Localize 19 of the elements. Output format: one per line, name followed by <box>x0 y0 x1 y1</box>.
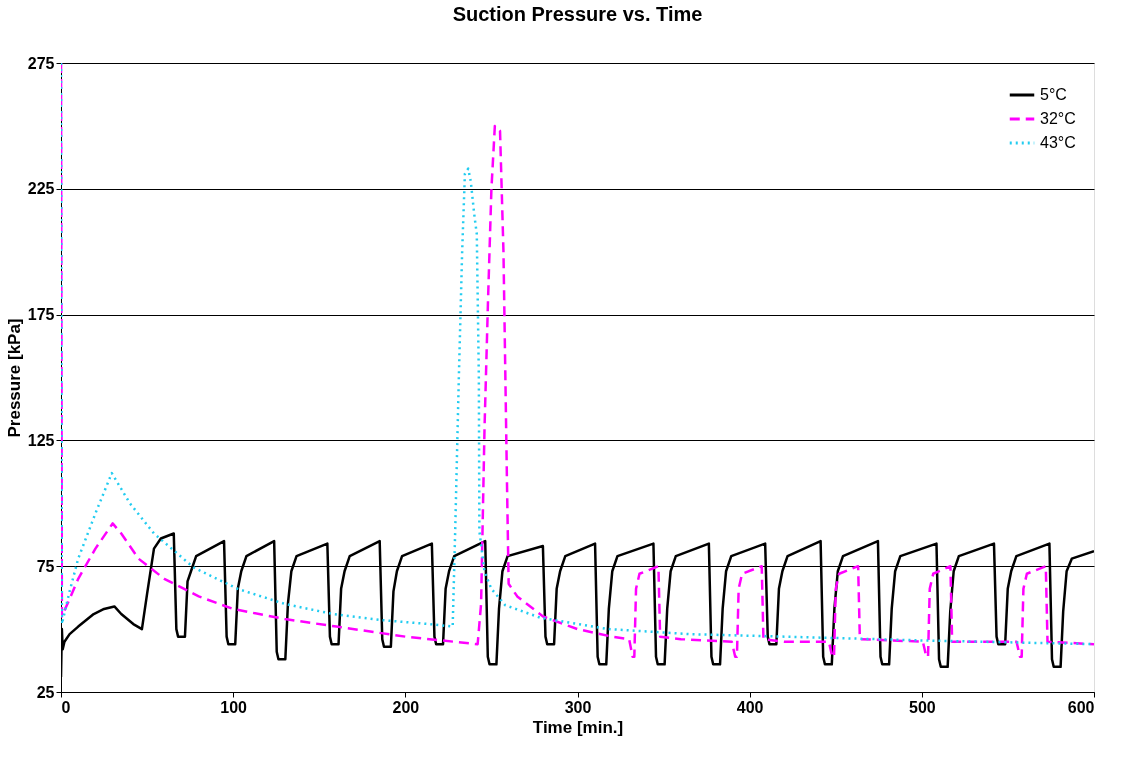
x-tick-label: 100 <box>220 698 248 716</box>
x-tick-label: 200 <box>392 698 420 716</box>
x-tick-label: 600 <box>1067 698 1095 716</box>
legend-label: 32°C <box>1040 110 1076 127</box>
y-tick-label: 225 <box>27 180 55 198</box>
y-tick-label: 175 <box>27 306 55 324</box>
x-tick-label: 400 <box>736 698 764 716</box>
y-tick-label: 25 <box>36 683 55 701</box>
y-tick-label: 75 <box>36 557 55 575</box>
x-tick-label: 500 <box>908 698 936 716</box>
x-axis-title: Time [min.] <box>532 717 624 737</box>
chart-title: Suction Pressure vs. Time <box>452 3 703 25</box>
legend-label: 5°C <box>1040 86 1067 103</box>
legend-label: 43°C <box>1040 134 1076 151</box>
x-tick-label: 0 <box>61 698 71 716</box>
y-tick-label: 275 <box>27 54 55 72</box>
y-tick-label: 125 <box>27 431 55 449</box>
x-tick-label: 300 <box>564 698 592 716</box>
y-axis-title: Pressure [kPa] <box>4 318 24 438</box>
